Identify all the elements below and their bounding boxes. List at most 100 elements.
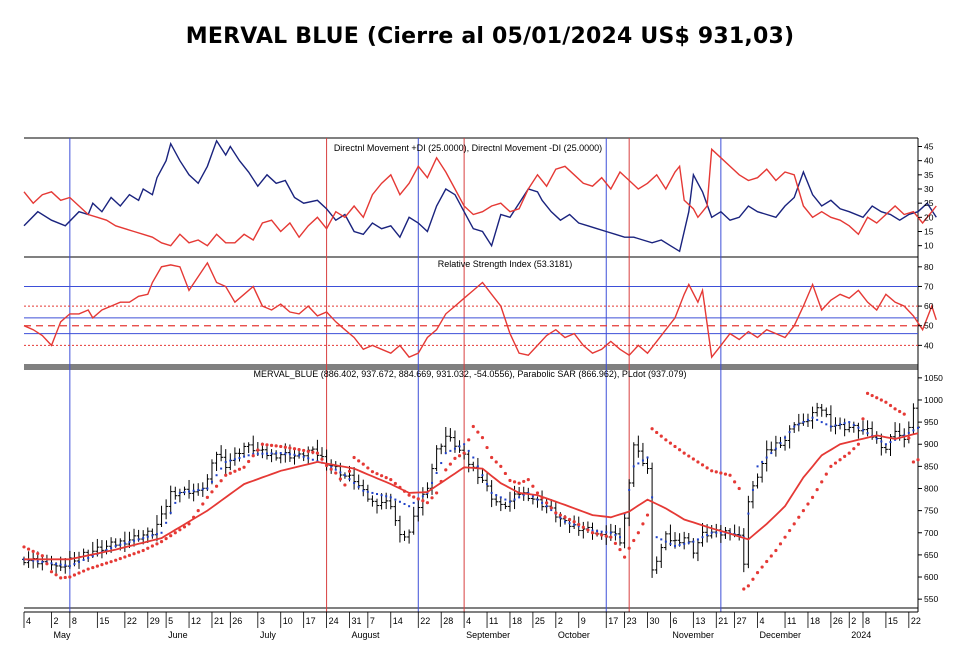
sar-point: [302, 448, 306, 453]
price-tick-label: 700: [924, 528, 938, 538]
pldot-point: [861, 429, 864, 432]
sar-point: [370, 470, 375, 474]
pldot-point: [380, 494, 383, 497]
pldot-point: [788, 431, 791, 434]
sar-point: [852, 447, 856, 451]
sar-point: [604, 534, 608, 538]
pldot-point: [559, 516, 562, 519]
sar-point: [696, 460, 700, 464]
pldot-point: [527, 491, 530, 494]
pldot-point: [852, 423, 855, 426]
pldot-point: [660, 538, 663, 541]
pldot-point: [50, 562, 53, 565]
dmi-tick-label: 25: [924, 198, 934, 208]
sar-point: [586, 528, 590, 532]
pldot-point: [334, 468, 337, 471]
pldot-point: [133, 539, 136, 542]
pldot-point: [889, 441, 892, 444]
pldot-point: [467, 449, 470, 452]
sar-point: [40, 554, 44, 558]
sar-point: [522, 479, 526, 484]
sar-point: [123, 555, 127, 559]
pldot-point: [357, 485, 360, 488]
sar-point: [801, 509, 805, 513]
sar-point: [54, 573, 58, 577]
pldot-point: [701, 536, 704, 539]
dmi-tick-label: 45: [924, 142, 934, 152]
pldot-point: [797, 423, 800, 426]
sar-point: [829, 464, 833, 468]
price-title: MERVAL_BLUE (886.402, 937.672, 884.669, …: [254, 369, 687, 379]
sar-point: [792, 522, 796, 526]
pldot-point: [362, 489, 365, 492]
pldot-point: [518, 496, 521, 499]
x-month-label: December: [760, 630, 802, 640]
sar-point: [870, 393, 874, 398]
sar-point: [288, 446, 292, 450]
dmi-tick-label: 35: [924, 170, 934, 180]
sar-point: [714, 470, 718, 474]
pldot-point: [421, 495, 424, 498]
x-month-label: May: [54, 630, 72, 640]
pldot-point: [197, 488, 200, 491]
x-tick-label: 24: [329, 616, 339, 626]
sar-point: [72, 573, 77, 577]
sar-point: [884, 400, 888, 404]
sar-point: [77, 571, 81, 575]
sar-point: [632, 538, 636, 543]
pldot-point: [403, 502, 406, 505]
sar-point: [847, 451, 851, 455]
sar-point: [169, 534, 173, 538]
price-panel: MERVAL_BLUE (886.402, 937.672, 884.669, …: [22, 369, 920, 591]
pldot-point: [596, 530, 599, 533]
sar-point: [668, 441, 673, 445]
x-tick-label: 21: [214, 616, 224, 626]
pldot-point: [215, 474, 218, 477]
sar-point: [911, 460, 916, 464]
sar-point: [875, 396, 879, 400]
sar-point: [820, 480, 824, 484]
x-tick-label: 4: [466, 616, 471, 626]
x-tick-label: 4: [26, 616, 31, 626]
sar-point: [462, 451, 466, 455]
pldot-point: [499, 496, 502, 499]
pldot-point: [440, 462, 443, 465]
pldot-point: [298, 454, 301, 457]
pldot-point: [637, 462, 640, 465]
sar-point: [627, 546, 631, 550]
sar-point: [416, 497, 420, 501]
pldot-point: [233, 458, 236, 461]
sar-point: [380, 474, 384, 478]
pldot-point: [307, 457, 310, 460]
x-tick-label: 6: [672, 616, 677, 626]
sar-point: [63, 575, 67, 580]
sar-point: [700, 463, 705, 467]
sar-point: [444, 468, 448, 472]
pldot-point: [105, 549, 108, 552]
pldot-point: [646, 456, 649, 459]
sar-point: [109, 560, 113, 564]
pldot-point: [495, 494, 498, 497]
sar-point: [471, 424, 475, 429]
sar-point: [435, 491, 439, 495]
pldot-point: [137, 538, 140, 541]
pldot-point: [531, 495, 534, 498]
x-tick-label: 12: [191, 616, 201, 626]
sar-point: [361, 462, 365, 466]
pldot-point: [311, 458, 314, 461]
sar-point: [453, 456, 457, 461]
sar-point: [320, 457, 324, 461]
pldot-point: [444, 452, 447, 455]
sar-point: [407, 493, 411, 497]
pldot-point: [206, 487, 209, 490]
sar-point: [260, 442, 264, 446]
sar-point: [613, 541, 618, 545]
sar-point: [49, 570, 54, 574]
sar-point: [214, 484, 219, 488]
pldot-point: [577, 525, 580, 528]
sar-point: [132, 552, 136, 556]
pldot-point: [490, 491, 493, 494]
pldot-point: [513, 498, 516, 501]
sar-point: [723, 472, 728, 476]
sar-point: [815, 488, 819, 492]
